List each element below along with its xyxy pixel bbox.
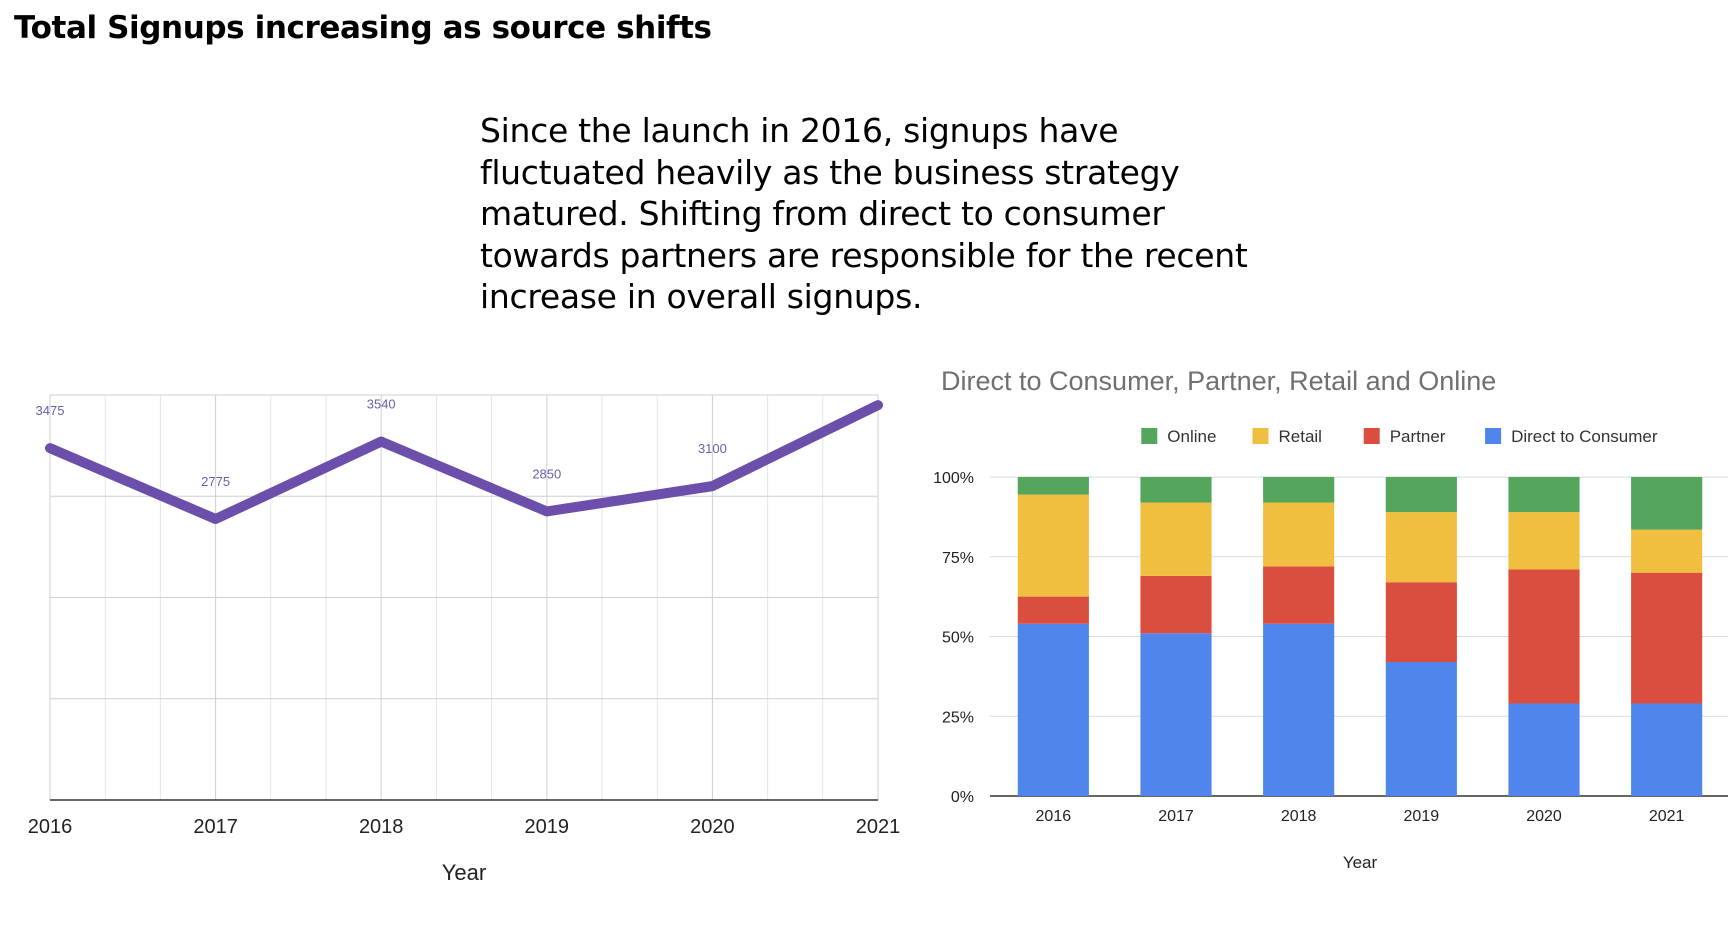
legend-swatch-direct-to-consumer [1485, 428, 1502, 444]
bar-segment-online [1385, 477, 1457, 513]
bar-segment-direct-to-consumer [1385, 662, 1457, 796]
line-x-axis-title: Year [442, 860, 486, 885]
bar-segment-partner [1385, 582, 1457, 663]
bar-segment-online [1263, 477, 1335, 503]
bar-y-tick-label: 25% [942, 709, 974, 726]
bar-y-tick-label: 100% [933, 470, 974, 487]
signups-line [45, 400, 883, 525]
page-title: Total Signups increasing as source shift… [14, 10, 712, 46]
signups-data-label: 3475 [36, 403, 65, 418]
signups-point [707, 481, 717, 491]
line-x-tick-label: 2017 [193, 816, 238, 838]
summary-text: Since the launch in 2016, signups have f… [480, 111, 1248, 316]
signup-source-stacked-bar-chart: Direct to Consumer, Partner, Retail and … [933, 366, 1728, 872]
signups-point [542, 506, 552, 516]
bar-segment-direct-to-consumer [1508, 703, 1580, 796]
bar-segment-retail [1508, 512, 1580, 570]
bar-segment-direct-to-consumer [1263, 623, 1335, 796]
bar-chart-title: Direct to Consumer, Partner, Retail and … [941, 366, 1496, 396]
signups-point [45, 443, 55, 453]
signups-data-label: 3100 [698, 441, 727, 456]
bar-x-tick-label: 2018 [1281, 808, 1317, 825]
signups-point [873, 400, 883, 410]
legend-swatch-online [1141, 428, 1158, 444]
line-x-tick-label: 2019 [525, 816, 570, 838]
bar-segment-online [1140, 477, 1212, 503]
bar-y-tick-label: 0% [951, 789, 974, 806]
bar-x-tick-label: 2021 [1649, 808, 1685, 825]
bar-segment-direct-to-consumer [1140, 633, 1212, 796]
legend-label: Retail [1279, 427, 1322, 446]
line-x-tick-label: 2020 [690, 816, 735, 838]
legend-swatch-retail [1252, 428, 1269, 444]
bar-y-tick-label: 50% [942, 630, 974, 647]
bar-segment-partner [1140, 575, 1212, 634]
legend-label: Partner [1390, 427, 1446, 446]
total-signups-line-chart: 3475 2775 3540 2850 3100 2016 2017 2018 2019 2020… [28, 394, 900, 885]
bar-segment-retail [1385, 512, 1457, 583]
signups-point [211, 514, 221, 524]
bar-segment-online [1631, 477, 1703, 530]
bar-segment-online [1508, 477, 1580, 513]
bar-x-axis-title: Year [1343, 853, 1378, 872]
line-x-tick-label: 2018 [359, 816, 404, 838]
legend-swatch-partner [1363, 428, 1380, 444]
legend-label: Direct to Consumer [1511, 427, 1658, 446]
bar-segment-partner [1631, 572, 1703, 704]
signups-data-label: 2850 [532, 466, 561, 481]
bar-x-tick-label: 2017 [1158, 808, 1194, 825]
bar-x-tick-label: 2020 [1526, 808, 1562, 825]
bar-segment-online [1017, 477, 1089, 495]
bar-segment-direct-to-consumer [1017, 623, 1089, 796]
bar-segment-retail [1140, 502, 1212, 576]
line-x-tick-label: 2016 [28, 816, 73, 838]
signups-data-label: 2775 [201, 474, 230, 489]
bar-segment-partner [1263, 566, 1335, 624]
bar-x-tick-label: 2016 [1036, 808, 1072, 825]
bar-x-tick-label: 2019 [1404, 808, 1440, 825]
bar-segment-retail [1631, 529, 1703, 573]
signups-point [376, 437, 386, 447]
bar-segment-retail [1263, 502, 1335, 567]
bar-segment-partner [1508, 569, 1580, 704]
bar-segment-partner [1017, 596, 1089, 624]
legend-label: Online [1167, 427, 1216, 446]
bar-segment-direct-to-consumer [1631, 703, 1703, 796]
line-x-tick-label: 2021 [856, 816, 901, 838]
bar-segment-retail [1017, 494, 1089, 597]
bar-y-tick-label: 75% [942, 550, 974, 567]
signups-data-label: 3540 [367, 397, 396, 412]
